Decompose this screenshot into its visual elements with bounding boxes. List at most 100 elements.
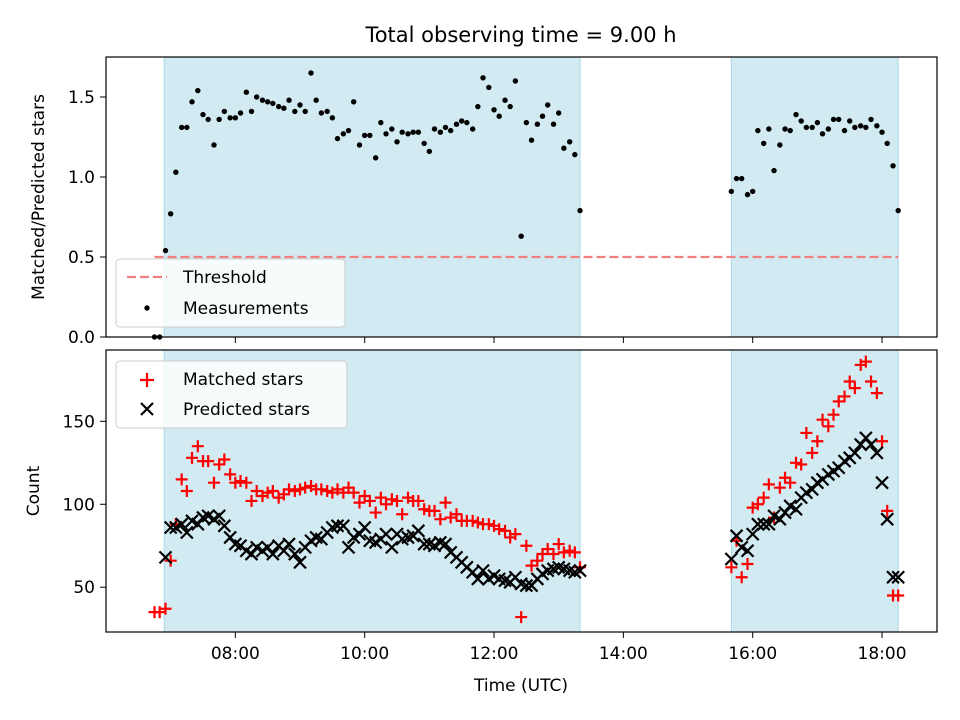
y-tick-label: 0.0 (68, 328, 95, 348)
matched-star-point (374, 491, 387, 504)
matched-star-point (396, 508, 409, 521)
measurement-point (787, 127, 793, 134)
predicted-star-point (729, 529, 744, 543)
measurement-point (841, 127, 848, 134)
matched-star-point (218, 453, 231, 466)
measurement-point (782, 126, 788, 132)
predicted-star-point (471, 572, 485, 586)
measurement-point (405, 131, 411, 137)
predicted-star-point (212, 509, 226, 523)
matched-star-point (870, 387, 883, 400)
matched-star-point (800, 426, 813, 439)
measurement-point (733, 175, 740, 182)
measurement-point (502, 97, 508, 103)
measurement-point (167, 211, 174, 217)
measurement-point (308, 70, 314, 76)
matched-star-point (164, 554, 177, 567)
measurement-point (184, 124, 190, 131)
matched-star-point (520, 539, 533, 552)
measurement-point (814, 119, 821, 126)
measurement-point (286, 97, 292, 103)
measurement-point (561, 145, 567, 151)
measurement-point (227, 115, 233, 121)
predicted-star-point (411, 524, 426, 538)
measurement-point (749, 188, 756, 195)
measurement-point (491, 107, 497, 113)
matched-star-point (321, 485, 334, 497)
matched-star-point (224, 468, 237, 481)
measurement-point (205, 116, 211, 123)
predicted-star-point (880, 512, 894, 526)
matched-star-point (412, 494, 425, 507)
predicted-star-point (762, 517, 776, 531)
predicted-star-point (745, 527, 760, 541)
y-tick-label: 1.5 (68, 88, 95, 108)
measurement-point (178, 124, 185, 131)
measurement-point (334, 135, 341, 142)
measurement-point (825, 126, 832, 132)
measurement-point (399, 129, 405, 135)
x-tick-label: 18:00 (858, 644, 907, 664)
measurement-point (216, 116, 222, 123)
matched-star-point (245, 494, 258, 507)
matched-star-point (288, 485, 301, 497)
matched-star-point (299, 481, 312, 494)
predicted-star-point (180, 525, 194, 540)
measurement-point (442, 124, 449, 131)
measurement-point (253, 94, 260, 100)
matched-star-point (876, 435, 889, 448)
matched-star-point (353, 496, 366, 509)
predicted-star-point (886, 570, 900, 585)
measurement-point (383, 131, 389, 137)
matched-star-point (741, 557, 754, 570)
measurement-point (480, 75, 486, 81)
predicted-star-point (341, 540, 356, 555)
measurement-point (874, 123, 880, 129)
x-tick-label: 16:00 (728, 644, 777, 664)
measurement-point (803, 124, 810, 131)
x-tick-label: 12:00 (470, 644, 519, 664)
measurement-point (248, 108, 255, 115)
predicted-star-point (174, 517, 189, 531)
measurement-point (755, 127, 761, 134)
predicted-star-point (163, 520, 178, 535)
measurement-point (555, 110, 562, 116)
measurement-point (469, 126, 476, 132)
measurement-point (852, 124, 858, 131)
measurement-point (211, 142, 217, 148)
measurement-point (297, 102, 303, 108)
y-tick-label: 1.0 (68, 168, 95, 188)
matched-star-point (191, 440, 204, 453)
predicted-star-point (519, 578, 534, 593)
matched-star-point (531, 554, 544, 567)
count-panel: 08:00 10:00 12:00 14:00 16:00 18:00 50 100 150 C… (24, 349, 938, 696)
matched-star-point (859, 355, 872, 368)
measurement-point (464, 119, 470, 126)
matched-star-point (568, 546, 581, 559)
matched-star-point (294, 483, 307, 496)
matched-star-point (892, 589, 905, 602)
matched-star-point (515, 611, 528, 624)
measurement-point (766, 126, 772, 132)
measurement-point (528, 137, 535, 143)
matched-star-point (439, 496, 452, 509)
measurement-point (760, 140, 767, 147)
matched-star-point (865, 375, 878, 388)
ratio-plot-frame (105, 56, 938, 338)
measurement-point (292, 108, 298, 115)
measurement-point (507, 103, 513, 110)
measurement-point (243, 89, 250, 95)
predicted-star-point (789, 502, 803, 517)
y-tick-label: 0.5 (68, 248, 95, 268)
measurement-point (195, 87, 201, 94)
matched-star-point (848, 382, 861, 395)
x-axis-label: Time (UTC) (473, 676, 568, 696)
measurement-point (356, 142, 363, 148)
legend-matched-swatch (140, 373, 154, 387)
matched-star-point (881, 504, 894, 517)
matched-star-point (266, 485, 279, 497)
predicted-star-point (336, 519, 351, 533)
measurement-point (458, 118, 465, 124)
predicted-star-point (217, 519, 232, 533)
predicted-star-point (573, 563, 587, 578)
